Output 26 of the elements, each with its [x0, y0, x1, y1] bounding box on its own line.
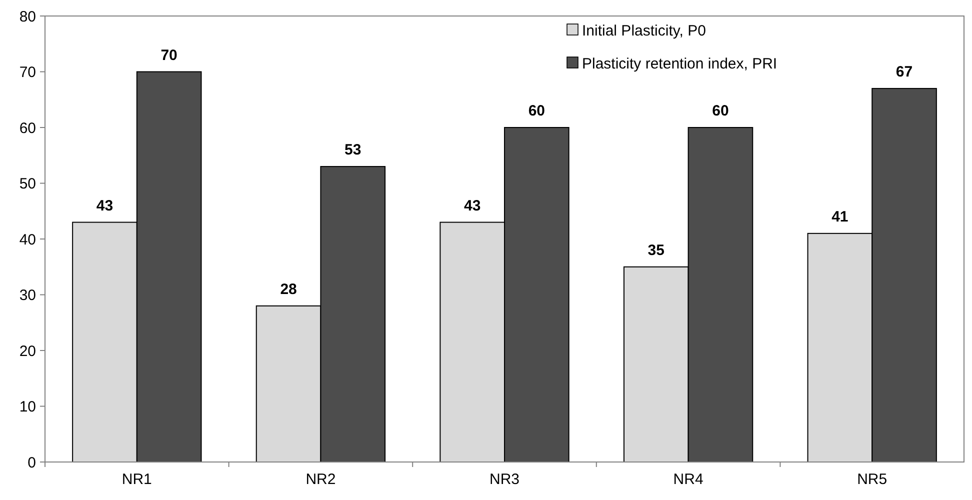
data-label: 67 [896, 63, 913, 80]
y-tick-label: 20 [19, 342, 36, 360]
y-tick-label: 80 [19, 8, 36, 26]
y-tick-label: 0 [28, 454, 36, 472]
data-label: 41 [832, 208, 848, 226]
x-tick-label: NR4 [673, 471, 704, 488]
x-tick-label: NR2 [306, 471, 336, 488]
y-tick-label: 60 [19, 120, 36, 137]
legend-label: Initial Plasticity, P0 [582, 22, 706, 40]
x-tick-label: NR3 [489, 471, 520, 488]
data-label: 60 [712, 102, 729, 120]
y-tick-label: 10 [19, 398, 36, 416]
data-label: 28 [280, 280, 297, 298]
legend-label: Plasticity retention index, PRI [582, 55, 778, 72]
y-tick-label: 40 [19, 231, 36, 248]
data-label: 35 [648, 242, 664, 259]
data-label: 60 [528, 102, 546, 120]
data-label: 43 [96, 197, 114, 214]
data-label: 70 [160, 46, 178, 64]
x-tick-label: NR1 [122, 471, 152, 488]
data-label: 43 [464, 197, 481, 214]
data-label: 53 [344, 142, 362, 159]
y-tick-label: 70 [19, 64, 36, 81]
x-tick-label: NR5 [857, 471, 888, 488]
y-tick-label: 30 [19, 287, 36, 304]
y-tick-label: 50 [19, 176, 36, 192]
